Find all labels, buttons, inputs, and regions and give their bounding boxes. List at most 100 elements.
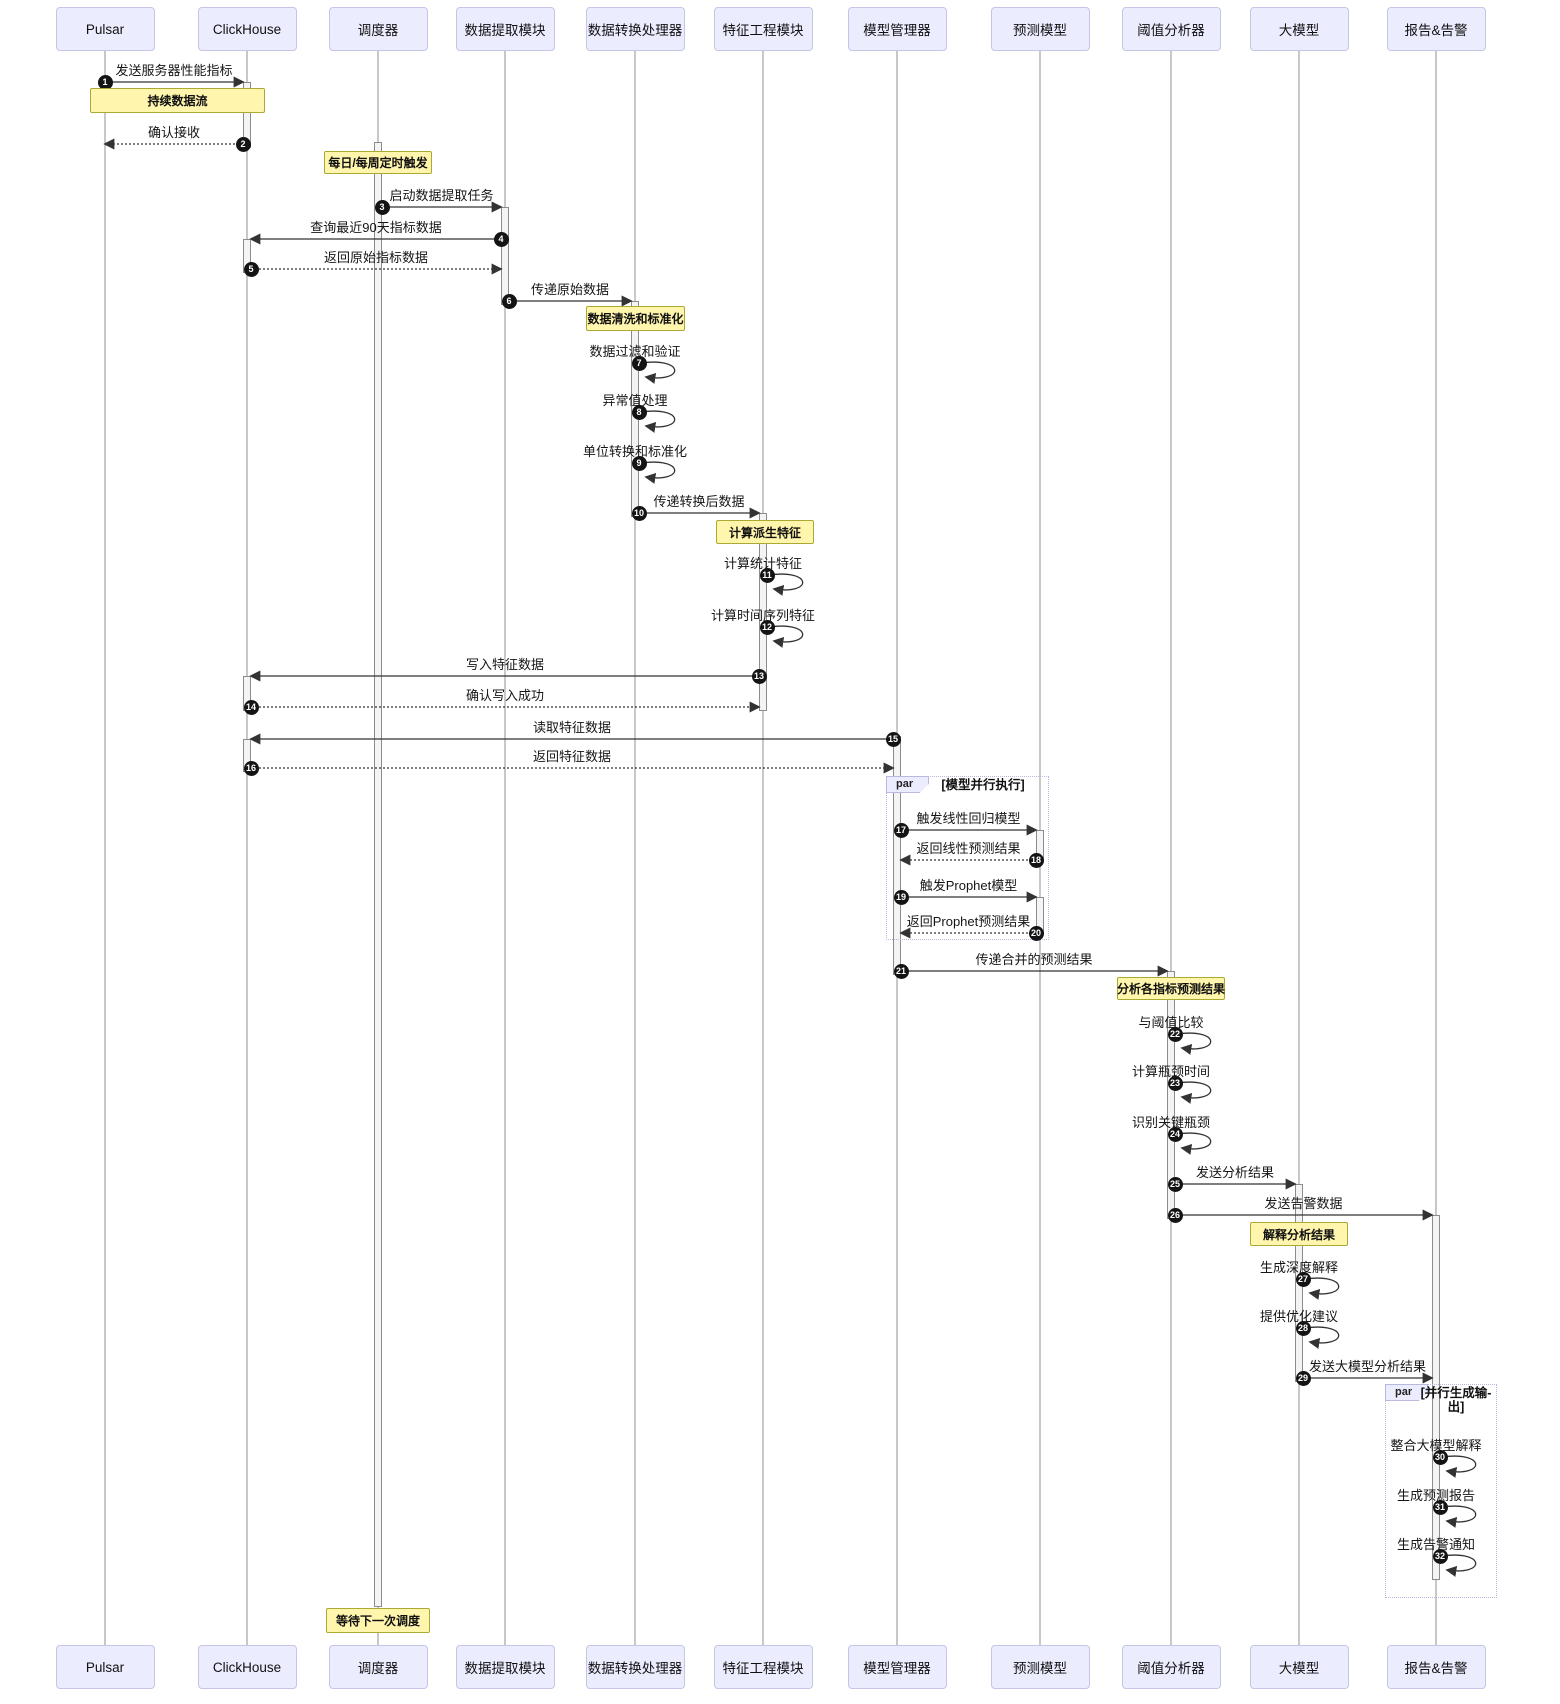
activation-bar-clickhouse bbox=[243, 239, 251, 273]
participant-label: 调度器 bbox=[357, 1661, 399, 1676]
participant-label: ClickHouse bbox=[212, 1659, 282, 1675]
participant-label: 报告&告警 bbox=[1404, 23, 1468, 38]
self-message-arc-27 bbox=[1304, 1277, 1340, 1300]
participant-box-bottom-transformer: 数据转换处理器 bbox=[585, 1645, 685, 1689]
message-label-1: 发送服务器性能指标 bbox=[115, 63, 233, 78]
activation-bar-llm bbox=[1295, 1184, 1303, 1382]
message-label-27: 生成深度解释 bbox=[1259, 1260, 1339, 1275]
participant-box-top-predictor: 预测模型 bbox=[990, 7, 1090, 51]
sequence-number-badge-3: 3 bbox=[374, 199, 390, 215]
message-label-29: 发送大模型分析结果 bbox=[1308, 1359, 1427, 1374]
sequence-number-badge-8: 8 bbox=[631, 404, 647, 420]
par-frame-label-2: par bbox=[1385, 1384, 1429, 1401]
activation-bar-report bbox=[1432, 1215, 1440, 1580]
message-label-16: 返回特征数据 bbox=[532, 749, 612, 764]
participant-box-top-clickhouse: ClickHouse bbox=[197, 7, 297, 51]
sequence-number-badge-7: 7 bbox=[631, 355, 647, 371]
message-label-12: 计算时间序列特征 bbox=[710, 608, 816, 623]
message-label-18: 返回线性预测结果 bbox=[916, 841, 1021, 856]
self-message-arc-22 bbox=[1176, 1032, 1212, 1055]
message-label-3: 启动数据提取任务 bbox=[389, 188, 494, 203]
participant-box-top-scheduler: 调度器 bbox=[328, 7, 428, 51]
participant-label: 报告&告警 bbox=[1404, 1661, 1468, 1676]
message-label-4: 查询最近90天指标数据 bbox=[310, 220, 442, 235]
sequence-number-badge-28: 28 bbox=[1295, 1320, 1311, 1336]
par-frame-condition-line: 出] bbox=[1447, 1400, 1465, 1414]
par-frame-label-1: par bbox=[886, 776, 930, 793]
par-frame-condition-line: [并行生成输- bbox=[1420, 1386, 1492, 1400]
sequence-number-badge-11: 11 bbox=[759, 567, 775, 583]
par-frame-1 bbox=[886, 776, 1049, 940]
sequence-number-badge-15: 15 bbox=[885, 731, 901, 747]
participant-label: 数据转换处理器 bbox=[587, 1661, 683, 1676]
sequence-number-badge-30: 30 bbox=[1432, 1449, 1448, 1465]
par-frame-condition-2: [并行生成输- 出] bbox=[1421, 1386, 1492, 1414]
self-message-arc-32 bbox=[1441, 1554, 1477, 1577]
message-label-11: 计算统计特征 bbox=[723, 556, 803, 571]
note-derived-features: 计算派生特征 bbox=[716, 520, 814, 544]
sequence-number-badge-6: 6 bbox=[501, 293, 517, 309]
self-message-arc-30 bbox=[1441, 1455, 1477, 1478]
participant-label: 预测模型 bbox=[1013, 1661, 1067, 1676]
activation-bar-threshold bbox=[1167, 971, 1175, 1219]
sequence-number-badge-19: 19 bbox=[893, 889, 909, 905]
participant-box-bottom-threshold: 阈值分析器 bbox=[1121, 1645, 1221, 1689]
participant-label: Pulsar bbox=[85, 1659, 125, 1675]
message-label-17: 触发线性回归模型 bbox=[916, 811, 1021, 826]
par-frame-condition-line: [模型并行执行] bbox=[941, 778, 1025, 792]
sequence-number-badge-13: 13 bbox=[751, 668, 767, 684]
self-message-arc-23 bbox=[1176, 1081, 1212, 1104]
message-label-14: 确认写入成功 bbox=[465, 688, 545, 703]
sequence-number-badge-32: 32 bbox=[1432, 1548, 1448, 1564]
sequence-number-badge-14: 14 bbox=[243, 699, 259, 715]
self-message-arc-24 bbox=[1176, 1132, 1212, 1155]
participant-label: 数据提取模块 bbox=[464, 23, 546, 38]
sequence-number-badge-5: 5 bbox=[243, 261, 259, 277]
participant-box-top-extractor: 数据提取模块 bbox=[455, 7, 555, 51]
message-label-28: 提供优化建议 bbox=[1259, 1309, 1339, 1324]
participant-label: 大模型 bbox=[1278, 1661, 1320, 1676]
sequence-number-badge-31: 31 bbox=[1432, 1499, 1448, 1515]
participant-label: 数据转换处理器 bbox=[587, 23, 683, 38]
message-label-25: 发送分析结果 bbox=[1195, 1165, 1275, 1180]
sequence-number-badge-20: 20 bbox=[1028, 925, 1044, 941]
participant-label: 大模型 bbox=[1278, 23, 1320, 38]
message-label-13: 写入特征数据 bbox=[465, 657, 545, 672]
participant-box-top-report: 报告&告警 bbox=[1386, 7, 1486, 51]
participant-box-bottom-report: 报告&告警 bbox=[1386, 1645, 1486, 1689]
self-message-arc-7 bbox=[640, 361, 676, 384]
sequence-number-badge-18: 18 bbox=[1028, 852, 1044, 868]
activation-bar-predictor bbox=[1036, 830, 1044, 862]
participant-box-top-transformer: 数据转换处理器 bbox=[585, 7, 685, 51]
self-message-arc-28 bbox=[1304, 1326, 1340, 1349]
sequence-number-badge-24: 24 bbox=[1167, 1126, 1183, 1142]
sequence-number-badge-1: 1 bbox=[97, 74, 113, 90]
activation-bar-transformer bbox=[631, 301, 639, 517]
sequence-number-badge-9: 9 bbox=[631, 455, 647, 471]
activation-bar-model_mgr bbox=[893, 736, 901, 975]
self-message-arc-11 bbox=[768, 573, 804, 596]
activation-bar-clickhouse bbox=[243, 739, 251, 772]
sequence-number-badge-16: 16 bbox=[243, 760, 259, 776]
activation-bar-predictor bbox=[1036, 897, 1044, 935]
message-label-6: 传递原始数据 bbox=[530, 282, 610, 297]
note-explain-results: 解释分析结果 bbox=[1250, 1222, 1348, 1246]
message-label-7: 数据过滤和验证 bbox=[589, 344, 681, 359]
participant-box-bottom-pulsar: Pulsar bbox=[55, 1645, 155, 1689]
participant-label: 阈值分析器 bbox=[1137, 1661, 1205, 1676]
participant-label: 数据提取模块 bbox=[464, 1661, 546, 1676]
sequence-number-badge-29: 29 bbox=[1295, 1370, 1311, 1386]
participant-box-bottom-llm: 大模型 bbox=[1249, 1645, 1349, 1689]
message-label-32: 生成告警通知 bbox=[1396, 1537, 1476, 1552]
participant-label: 调度器 bbox=[357, 23, 399, 38]
activation-bar-extractor bbox=[501, 207, 509, 305]
activation-bar-clickhouse bbox=[243, 82, 251, 148]
message-label-22: 与阈值比较 bbox=[1138, 1015, 1204, 1030]
activation-bar-feature bbox=[759, 513, 767, 711]
sequence-number-badge-12: 12 bbox=[759, 619, 775, 635]
